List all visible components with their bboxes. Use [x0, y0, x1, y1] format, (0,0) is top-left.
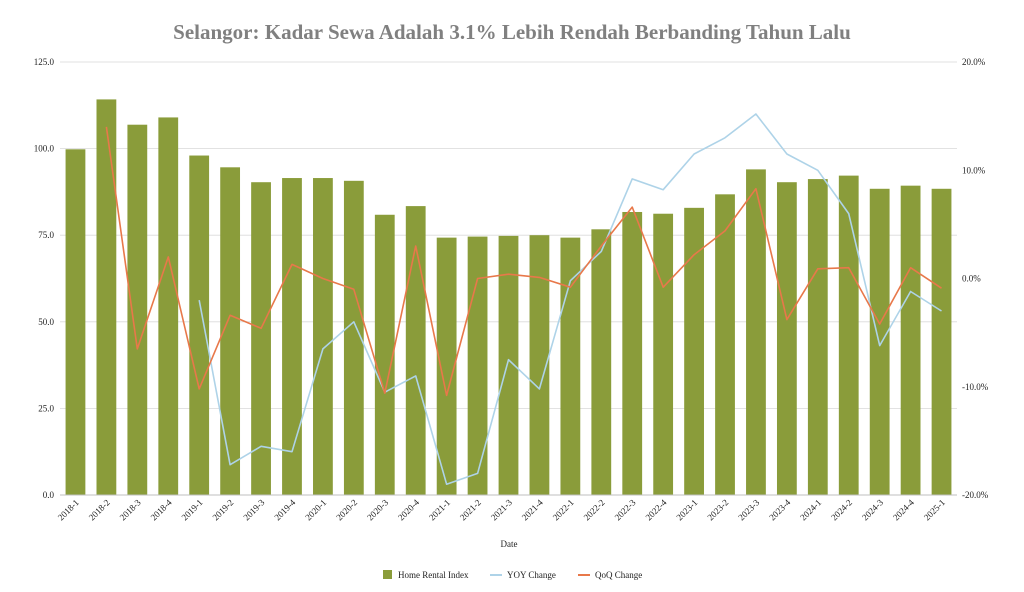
x-tick-label: 2025-1: [922, 497, 947, 522]
bar: [343, 180, 364, 496]
x-tick-label: 2018-1: [56, 497, 81, 522]
x-tick-label: 2019-3: [241, 497, 266, 522]
line-series: [105, 113, 942, 485]
y-tick-label-left: 75.0: [38, 230, 54, 240]
y-tick-label-right: -20.0%: [962, 490, 989, 500]
x-tick-label: 2021-3: [489, 497, 514, 522]
legend-swatch: [383, 570, 392, 579]
bar: [684, 207, 704, 495]
x-tick-label: 2019-1: [180, 497, 205, 522]
y-tick-label-left: 125.0: [34, 57, 55, 67]
y-tick-label-right: -10.0%: [962, 382, 989, 392]
legend: Home Rental Index YOY Change QoQ Change: [383, 570, 642, 580]
bar: [715, 194, 735, 495]
x-tick-label: 2024-4: [891, 497, 916, 522]
y-axis-left: 0.0 25.0 50.0 75.0 100.0 125.0: [34, 57, 55, 500]
x-tick-label: 2020-3: [365, 497, 390, 522]
x-tick-label: 2021-1: [427, 497, 452, 522]
x-tick-label: 2022-1: [551, 497, 576, 522]
x-tick-label: 2023-4: [767, 497, 792, 522]
x-tick-label: 2019-2: [210, 497, 235, 522]
x-tick-label: 2019-4: [272, 497, 297, 522]
bar: [127, 124, 148, 496]
bar: [189, 155, 210, 495]
x-tick-label: 2021-2: [458, 497, 483, 522]
x-tick-label: 2023-2: [705, 497, 730, 522]
y-tick-label-right: 10.0%: [962, 165, 986, 175]
x-tick-label: 2024-2: [829, 497, 854, 522]
bar: [529, 235, 550, 495]
x-tick-label: 2022-2: [582, 497, 607, 522]
bar: [158, 117, 179, 495]
x-tick-label: 2022-4: [643, 497, 668, 522]
y-tick-label-left: 50.0: [38, 317, 54, 327]
x-tick-label: 2022-3: [613, 497, 638, 522]
bar: [251, 182, 271, 495]
x-tick-label: 2020-2: [334, 497, 359, 522]
bar: [776, 182, 797, 495]
bar: [838, 175, 859, 495]
x-tick-label: 2024-3: [860, 497, 885, 522]
x-tick-label: 2018-3: [118, 497, 143, 522]
bar: [900, 185, 921, 495]
bar: [931, 188, 952, 495]
x-tick-label: 2021-4: [520, 497, 545, 522]
y-tick-label-right: 20.0%: [962, 57, 986, 67]
legend-label: Home Rental Index: [398, 570, 469, 580]
chart-title: Selangor: Kadar Sewa Adalah 3.1% Lebih R…: [173, 20, 851, 44]
bar: [405, 206, 426, 495]
x-tick-label: 2024-1: [798, 497, 823, 522]
bar: [746, 169, 766, 495]
x-axis: 2018-1 2018-2 2018-3 2018-4 2019-1 2019-2 2019…: [56, 494, 957, 522]
bar: [869, 188, 890, 495]
legend-label: QoQ Change: [595, 570, 642, 580]
x-tick-label: 2023-3: [736, 497, 761, 522]
legend-label: YOY Change: [507, 570, 556, 580]
x-tick-label: 2020-4: [396, 497, 421, 522]
x-tick-label: 2018-4: [149, 497, 174, 522]
bar: [807, 179, 828, 496]
bar: [282, 178, 302, 495]
bar: [467, 236, 488, 495]
bar: [374, 214, 395, 496]
y-tick-label-left: 25.0: [38, 403, 54, 413]
bar: [313, 178, 333, 495]
bar: [96, 99, 117, 496]
bar-series: [65, 99, 952, 496]
bar: [622, 211, 643, 495]
qoq-change-line: [105, 126, 942, 397]
bar: [653, 213, 674, 495]
bar: [498, 235, 519, 495]
bar: [591, 229, 612, 495]
bar: [436, 237, 457, 495]
y-tick-label-left: 0.0: [43, 490, 55, 500]
bar: [560, 237, 581, 495]
bar: [65, 149, 86, 496]
y-tick-label-left: 100.0: [34, 144, 55, 154]
x-axis-label: Date: [501, 539, 518, 549]
x-tick-label: 2020-1: [303, 497, 328, 522]
y-tick-label-right: 0.0%: [962, 274, 981, 284]
x-tick-label: 2023-1: [674, 497, 699, 522]
y-axis-right: -20.0% -10.0% 0.0% 10.0% 20.0%: [962, 57, 989, 500]
x-tick-label: 2018-2: [87, 497, 112, 522]
yoy-change-line: [198, 113, 942, 485]
bar: [220, 167, 241, 495]
